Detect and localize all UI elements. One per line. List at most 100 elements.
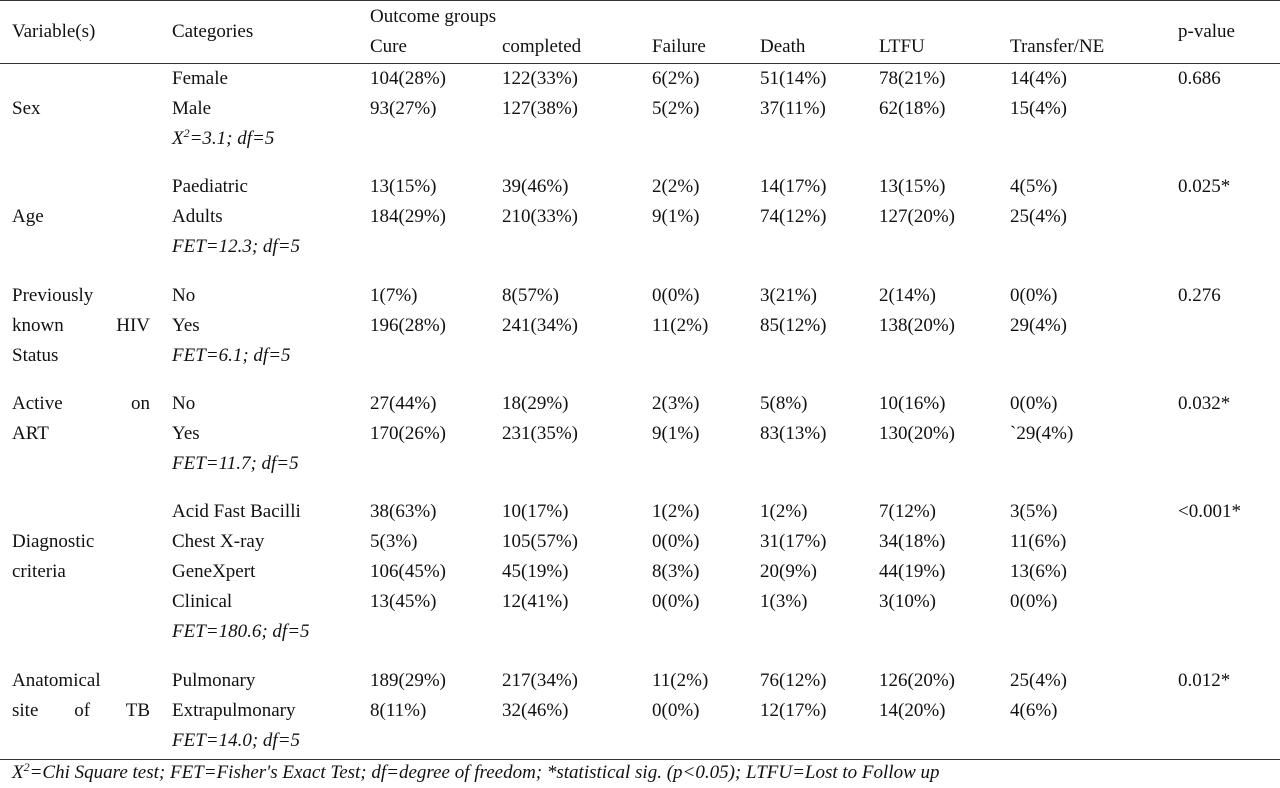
value-cell: 104(28%) — [370, 68, 446, 89]
value-cell: 6(2%) — [652, 68, 700, 89]
value-cell: 1(2%) — [652, 501, 700, 522]
value-cell: 11(2%) — [652, 315, 709, 336]
variable-line — [12, 497, 150, 527]
value-cell: 78(21%) — [879, 68, 946, 89]
stat-text: FET=6.1; df=5 — [172, 345, 291, 366]
variable-line — [12, 232, 150, 262]
value-cell: 32(46%) — [502, 700, 569, 721]
value-cell: 9(1%) — [652, 423, 700, 444]
value-cell: 20(9%) — [760, 561, 817, 582]
value-cell: 231(35%) — [502, 423, 578, 444]
value-cell: 8(3%) — [652, 561, 700, 582]
pvalue-cell: 0.686 — [1178, 68, 1221, 89]
top-rule — [0, 0, 1280, 1]
value-cell: 34(18%) — [879, 531, 946, 552]
header-outcome-cure: Cure — [370, 36, 407, 57]
stat-line: FET=12.3; df=5 — [172, 232, 300, 262]
header-categories: Categories — [172, 21, 254, 42]
category-cell: Paediatric — [172, 176, 248, 197]
value-cell: 138(20%) — [879, 315, 955, 336]
stat-prefix: X — [172, 128, 184, 149]
stat-text: =3.1; df=5 — [189, 128, 275, 149]
variable-line — [12, 449, 150, 479]
value-cell: 4(5%) — [1010, 176, 1058, 197]
category-cell: No — [172, 285, 196, 306]
value-cell: 13(15%) — [879, 176, 946, 197]
value-cell: 62(18%) — [879, 98, 946, 119]
value-cell: 15(4%) — [1010, 98, 1067, 119]
header-outcome-ltfu: LTFU — [879, 36, 925, 57]
value-cell: 127(38%) — [502, 98, 578, 119]
value-cell: 74(12%) — [760, 206, 827, 227]
variable-active-on-art: Active on ART — [12, 389, 150, 479]
pvalue-cell: 0.025* — [1178, 176, 1231, 197]
value-cell: 8(11%) — [370, 700, 427, 721]
value-cell: 11(6%) — [1010, 531, 1067, 552]
value-cell: 0(0%) — [652, 531, 700, 552]
stat-text: FET=11.7; df=5 — [172, 453, 299, 474]
value-cell: 210(33%) — [502, 206, 578, 227]
value-cell: 25(4%) — [1010, 670, 1067, 691]
value-cell: 217(34%) — [502, 670, 578, 691]
stat-line: FET=14.0; df=5 — [172, 726, 300, 756]
header-variable: Variable(s) — [12, 21, 96, 42]
variable-line: Previously — [12, 285, 94, 306]
value-cell: 2(2%) — [652, 176, 700, 197]
stat-text: FET=180.6; df=5 — [172, 621, 310, 642]
value-cell: 3(5%) — [1010, 501, 1058, 522]
variable-line: site of TB — [12, 700, 150, 721]
value-cell: 29(4%) — [1010, 315, 1067, 336]
value-cell: 170(26%) — [370, 423, 446, 444]
value-cell: 12(17%) — [760, 700, 827, 721]
value-cell: 38(63%) — [370, 501, 437, 522]
variable-anatomical-site: Anatomical site of TB — [12, 666, 150, 756]
variable-hiv-status: Previously known HIV Status — [12, 281, 150, 371]
value-cell: 196(28%) — [370, 315, 446, 336]
category-cell: Acid Fast Bacilli — [172, 501, 301, 522]
value-cell: 184(29%) — [370, 206, 446, 227]
bottom-rule — [0, 759, 1280, 760]
value-cell: 18(29%) — [502, 393, 569, 414]
category-cell: Extrapulmonary — [172, 700, 296, 721]
variable-line: known HIV — [12, 315, 150, 336]
value-cell: 14(4%) — [1010, 68, 1067, 89]
variable-line: criteria — [12, 561, 66, 582]
value-cell: 2(3%) — [652, 393, 700, 414]
variable-line — [12, 172, 150, 202]
value-cell: 9(1%) — [652, 206, 700, 227]
variable-age: Age — [12, 172, 150, 262]
value-cell: 93(27%) — [370, 98, 437, 119]
value-cell: 106(45%) — [370, 561, 446, 582]
variable-line: ART — [12, 423, 49, 444]
value-cell: 51(14%) — [760, 68, 827, 89]
pvalue-cell: 0.012* — [1178, 670, 1231, 691]
variable-line: Diagnostic — [12, 531, 95, 552]
value-cell: 39(46%) — [502, 176, 569, 197]
value-cell: 11(2%) — [652, 670, 709, 691]
value-cell: 5(8%) — [760, 393, 808, 414]
category-cell: No — [172, 393, 196, 414]
value-cell: `29(4%) — [1010, 423, 1074, 444]
value-cell: 7(12%) — [879, 501, 936, 522]
value-cell: 13(45%) — [370, 591, 437, 612]
value-cell: 14(17%) — [760, 176, 827, 197]
value-cell: 27(44%) — [370, 393, 437, 414]
value-cell: 10(17%) — [502, 501, 569, 522]
variable-line — [12, 726, 150, 756]
header-outcome-transfer: Transfer/NE — [1010, 36, 1105, 57]
variable-line — [12, 64, 150, 94]
value-cell: 14(20%) — [879, 700, 946, 721]
category-cell: Yes — [172, 423, 200, 444]
value-cell: 8(57%) — [502, 285, 559, 306]
value-cell: 31(17%) — [760, 531, 827, 552]
value-cell: 105(57%) — [502, 531, 578, 552]
category-cell: Chest X-ray — [172, 531, 265, 552]
value-cell: 45(19%) — [502, 561, 569, 582]
value-cell: 83(13%) — [760, 423, 827, 444]
variable-sex: Sex — [12, 64, 150, 154]
value-cell: 0(0%) — [1010, 393, 1058, 414]
footnote-prefix: X — [12, 762, 24, 783]
value-cell: 2(14%) — [879, 285, 936, 306]
value-cell: 85(12%) — [760, 315, 827, 336]
value-cell: 13(15%) — [370, 176, 437, 197]
